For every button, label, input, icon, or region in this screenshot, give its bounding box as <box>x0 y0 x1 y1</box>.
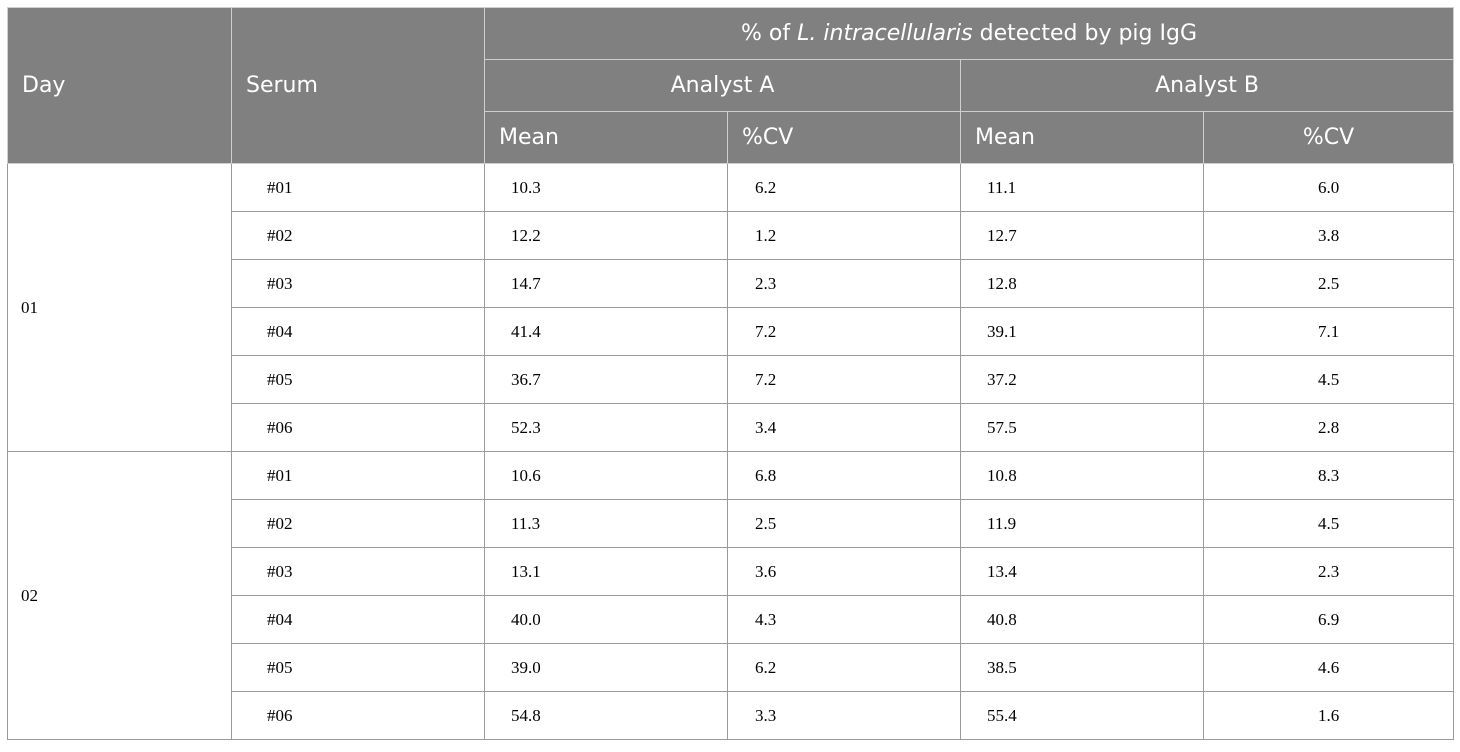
analyst-b-cv-cell: 2.8 <box>1202 403 1455 452</box>
analyst-b-mean-cell: 11.9 <box>960 499 1204 548</box>
serum-cell: #05 <box>231 643 485 692</box>
serum-cell: #04 <box>231 595 485 644</box>
header-mean-b: Mean <box>960 111 1204 164</box>
table-row: #05 36.7 7.2 37.2 4.5 <box>8 355 1455 404</box>
analyst-a-cv-cell: 2.5 <box>727 499 961 548</box>
data-table-wrapper: Day Serum % of L. intracellularis detect… <box>7 7 1455 740</box>
header-analyst-a: Analyst A <box>484 59 961 112</box>
day-cell: 02 <box>7 451 232 740</box>
analyst-a-cv-cell: 1.2 <box>727 211 961 260</box>
analyst-a-cv-cell: 6.2 <box>727 163 961 212</box>
analyst-a-mean-cell: 12.2 <box>484 211 728 260</box>
analyst-a-cv-cell: 6.2 <box>727 643 961 692</box>
span-title-suffix: detected by pig IgG <box>972 21 1197 46</box>
span-title-prefix: % of <box>741 21 798 46</box>
analyst-b-mean-cell: 39.1 <box>960 307 1204 356</box>
serum-cell: #03 <box>231 547 485 596</box>
analyst-a-cv-cell: 3.3 <box>727 691 961 740</box>
header-day: Day <box>7 7 232 164</box>
header-cv-a: %CV <box>727 111 961 164</box>
analyst-b-cv-cell: 3.8 <box>1202 211 1455 260</box>
table-row: #02 12.2 1.2 12.7 3.8 <box>8 211 1455 260</box>
analyst-a-mean-cell: 52.3 <box>484 403 728 452</box>
table-row: #03 14.7 2.3 12.8 2.5 <box>8 259 1455 308</box>
table-body: 01 #01 10.3 6.2 11.1 6.0 #02 12.2 1.2 12.7 3.8 #03 1… <box>7 163 1455 740</box>
analyst-a-cv-cell: 7.2 <box>727 355 961 404</box>
analyst-b-mean-cell: 13.4 <box>960 547 1204 596</box>
table-header: Day Serum % of L. intracellularis detect… <box>7 7 1455 164</box>
analyst-a-mean-cell: 13.1 <box>484 547 728 596</box>
analyst-b-cv-cell: 6.9 <box>1202 595 1455 644</box>
analyst-b-cv-cell: 4.5 <box>1202 355 1455 404</box>
day-cell: 01 <box>7 163 232 452</box>
analyst-a-cv-cell: 2.3 <box>727 259 961 308</box>
analyst-b-mean-cell: 55.4 <box>960 691 1204 740</box>
table-row: #05 39.0 6.2 38.5 4.6 <box>8 643 1455 692</box>
analyst-b-cv-cell: 4.6 <box>1202 643 1455 692</box>
results-table: Day Serum % of L. intracellularis detect… <box>7 7 1455 740</box>
analyst-a-cv-cell: 7.2 <box>727 307 961 356</box>
analyst-b-cv-cell: 8.3 <box>1202 451 1455 500</box>
analyst-a-mean-cell: 40.0 <box>484 595 728 644</box>
span-title-organism: L. intracellularis <box>797 21 973 46</box>
table-row: #02 11.3 2.5 11.9 4.5 <box>8 499 1455 548</box>
analyst-b-mean-cell: 37.2 <box>960 355 1204 404</box>
analyst-b-mean-cell: 57.5 <box>960 403 1204 452</box>
header-mean-a: Mean <box>484 111 728 164</box>
analyst-b-cv-cell: 6.0 <box>1202 163 1455 212</box>
analyst-a-mean-cell: 11.3 <box>484 499 728 548</box>
table-row: #04 41.4 7.2 39.1 7.1 <box>8 307 1455 356</box>
analyst-a-mean-cell: 10.3 <box>484 163 728 212</box>
header-serum: Serum <box>231 7 485 164</box>
analyst-b-mean-cell: 11.1 <box>960 163 1204 212</box>
table-row: #06 52.3 3.4 57.5 2.8 <box>8 403 1455 452</box>
table-row: 01 #01 10.3 6.2 11.1 6.0 <box>7 163 1455 452</box>
analyst-a-cv-cell: 6.8 <box>727 451 961 500</box>
analyst-a-cv-cell: 4.3 <box>727 595 961 644</box>
analyst-b-cv-cell: 2.5 <box>1202 259 1455 308</box>
analyst-a-mean-cell: 41.4 <box>484 307 728 356</box>
analyst-b-mean-cell: 10.8 <box>960 451 1204 500</box>
analyst-b-cv-cell: 4.5 <box>1202 499 1455 548</box>
serum-cell: #03 <box>231 259 485 308</box>
serum-cell: #04 <box>231 307 485 356</box>
analyst-a-mean-cell: 14.7 <box>484 259 728 308</box>
serum-cell: #06 <box>231 691 485 740</box>
analyst-a-cv-cell: 3.6 <box>727 547 961 596</box>
table-row: #06 54.8 3.3 55.4 1.6 <box>8 691 1455 740</box>
analyst-b-mean-cell: 12.7 <box>960 211 1204 260</box>
analyst-b-mean-cell: 12.8 <box>960 259 1204 308</box>
analyst-b-cv-cell: 1.6 <box>1202 691 1455 740</box>
header-span-title: % of L. intracellularis detected by pig … <box>483 7 1455 60</box>
analyst-a-cv-cell: 3.4 <box>727 403 961 452</box>
serum-cell: #01 <box>231 163 485 212</box>
serum-cell: #06 <box>231 403 485 452</box>
analyst-a-mean-cell: 39.0 <box>484 643 728 692</box>
analyst-b-mean-cell: 40.8 <box>960 595 1204 644</box>
table-row: 02 #01 10.6 6.8 10.8 8.3 <box>7 451 1455 740</box>
serum-cell: #05 <box>231 355 485 404</box>
analyst-a-mean-cell: 54.8 <box>484 691 728 740</box>
header-cv-b: %CV <box>1202 111 1455 164</box>
analyst-a-mean-cell: 36.7 <box>484 355 728 404</box>
analyst-b-cv-cell: 7.1 <box>1202 307 1455 356</box>
serum-cell: #01 <box>231 451 485 500</box>
analyst-a-mean-cell: 10.6 <box>484 451 728 500</box>
serum-cell: #02 <box>231 211 485 260</box>
header-analyst-b: Analyst B <box>959 59 1455 112</box>
serum-cell: #02 <box>231 499 485 548</box>
analyst-b-cv-cell: 2.3 <box>1202 547 1455 596</box>
analyst-b-mean-cell: 38.5 <box>960 643 1204 692</box>
